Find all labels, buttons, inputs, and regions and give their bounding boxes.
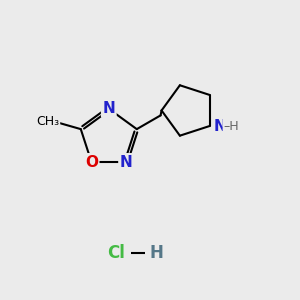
Text: –H: –H — [223, 120, 239, 133]
Text: CH₃: CH₃ — [36, 115, 59, 128]
Text: N: N — [102, 101, 115, 116]
Text: N: N — [120, 154, 133, 169]
Text: N: N — [213, 118, 226, 134]
Text: H: H — [150, 244, 164, 262]
Text: O: O — [85, 154, 98, 169]
Text: Cl: Cl — [107, 244, 124, 262]
